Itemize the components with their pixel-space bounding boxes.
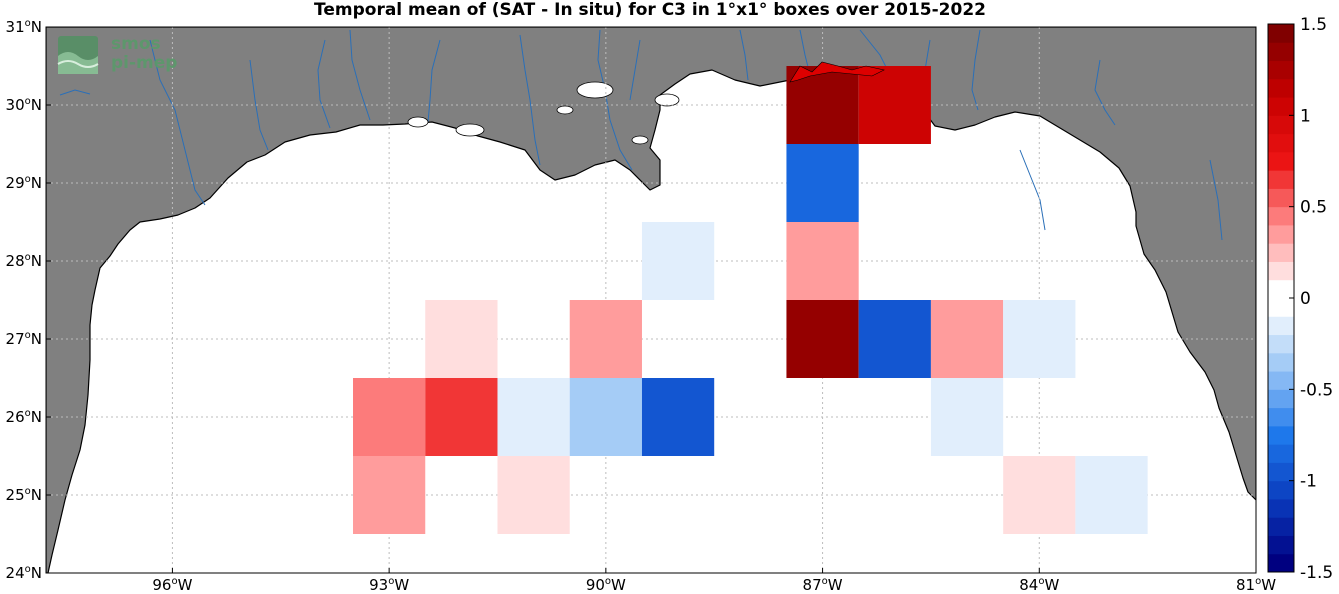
- colorbar: [1268, 24, 1294, 573]
- heatmap-cell: [641, 222, 715, 300]
- heatmap-cell: [786, 300, 859, 378]
- y-tick-label: 30oN: [6, 96, 42, 114]
- y-tick-label: 29oN: [6, 174, 42, 192]
- colorbar-bin: [1268, 60, 1294, 80]
- colorbar-bin: [1268, 444, 1294, 463]
- wave-logo-icon: [57, 36, 99, 74]
- x-tick-label: 90oW: [586, 576, 626, 594]
- x-tick-label: 87oW: [803, 576, 843, 594]
- smos-pimep-logo: smos pi-mep: [54, 32, 194, 80]
- heatmap-cell: [497, 378, 570, 456]
- colorbar-bin: [1268, 407, 1294, 427]
- colorbar-bin: [1268, 261, 1294, 281]
- colorbar-ticks: 1.5 1 0.5 0 -0.5 -1 -1.5: [1289, 15, 1333, 583]
- colorbar-bin: [1268, 133, 1294, 153]
- colorbar-bin: [1268, 97, 1294, 116]
- heatmap-cell: [569, 378, 642, 456]
- river-lines: [59, 29, 1223, 241]
- heatmap-cell: [425, 378, 498, 456]
- colorbar-tick-label: -1: [1300, 472, 1317, 492]
- colorbar-bin: [1268, 151, 1294, 171]
- heatmap-cell: [858, 300, 931, 378]
- colorbar-bin: [1268, 243, 1294, 262]
- colorbar-bin: [1268, 24, 1294, 43]
- colorbar-tick-label: 1.5: [1300, 15, 1327, 35]
- heatmap-cell: [569, 300, 642, 378]
- heatmap-cell: [425, 300, 498, 378]
- colorbar-bin: [1268, 279, 1294, 299]
- coastal-islands: [407, 81, 680, 145]
- heatmap-cell: [930, 378, 1004, 456]
- colorbar-bin: [1268, 517, 1294, 536]
- colorbar-bin: [1268, 535, 1294, 555]
- colorbar-bin: [1268, 498, 1294, 518]
- colorbar-tick-label: 0: [1300, 289, 1311, 309]
- colorbar-bin: [1268, 553, 1294, 573]
- heatmap-cells: [353, 66, 1148, 534]
- y-axis-ticks: 24oN 25oN 26oN 27oN 28oN 29oN 30oN 31oN: [6, 18, 51, 582]
- heatmap-cell: [353, 378, 426, 456]
- colorbar-bin: [1268, 42, 1294, 62]
- heatmap-cell: [1075, 456, 1148, 534]
- x-tick-label: 96oW: [152, 576, 192, 594]
- colorbar-bin: [1268, 316, 1294, 336]
- x-tick-label: 84oW: [1019, 576, 1059, 594]
- logo-text-smos: smos: [111, 34, 161, 54]
- y-tick-label: 26oN: [6, 408, 42, 426]
- colorbar-bin: [1268, 188, 1294, 208]
- colorbar-bin: [1268, 462, 1294, 482]
- heatmap-cell: [497, 456, 570, 534]
- y-tick-label: 31oN: [6, 18, 42, 36]
- colorbar-bin: [1268, 425, 1294, 445]
- colorbar-bin: [1268, 298, 1294, 317]
- y-tick-label: 24oN: [6, 564, 42, 582]
- heatmap-cell: [786, 222, 859, 300]
- y-tick-label: 28oN: [6, 252, 42, 270]
- colorbar-tick-label: -0.5: [1300, 380, 1333, 400]
- colorbar-bin: [1268, 78, 1294, 98]
- land-layer: [46, 27, 1256, 573]
- x-axis-ticks: 96oW 93oW 90oW 87oW 84oW 81oW: [152, 568, 1276, 594]
- logo-text-pimep: pi-mep: [111, 53, 178, 73]
- colorbar-tick-label: 1: [1300, 106, 1311, 126]
- colorbar-tick-label: 0.5: [1300, 198, 1327, 218]
- x-tick-label: 81oW: [1236, 576, 1276, 594]
- heatmap-cell: [786, 144, 859, 222]
- colorbar-bin: [1268, 480, 1294, 500]
- y-tick-label: 25oN: [6, 486, 42, 504]
- y-tick-label: 27oN: [6, 330, 42, 348]
- chart-title: Temporal mean of (SAT - In situ) for C3 …: [314, 0, 986, 20]
- colorbar-bin: [1268, 352, 1294, 372]
- colorbar-bin: [1268, 224, 1294, 244]
- colorbar-bin: [1268, 371, 1294, 390]
- heatmap-cell: [641, 378, 715, 456]
- map-frame: [45, 26, 1257, 574]
- heatmap-cell: [930, 300, 1004, 378]
- heatmap-cell: [858, 66, 931, 144]
- heatmap-cell: [1003, 456, 1076, 534]
- x-tick-label: 93oW: [369, 576, 409, 594]
- coastal-red-patch: [789, 61, 885, 83]
- colorbar-bin: [1268, 389, 1294, 409]
- land-mass: [46, 27, 1256, 573]
- heatmap-cell: [1003, 300, 1076, 378]
- heatmap-cell: [353, 456, 426, 534]
- colorbar-tick-label: -1.5: [1300, 563, 1333, 583]
- colorbar-bin: [1268, 115, 1294, 135]
- colorbar-bin: [1268, 170, 1294, 189]
- colorbar-bin: [1268, 334, 1294, 354]
- colorbar-bin: [1268, 206, 1294, 226]
